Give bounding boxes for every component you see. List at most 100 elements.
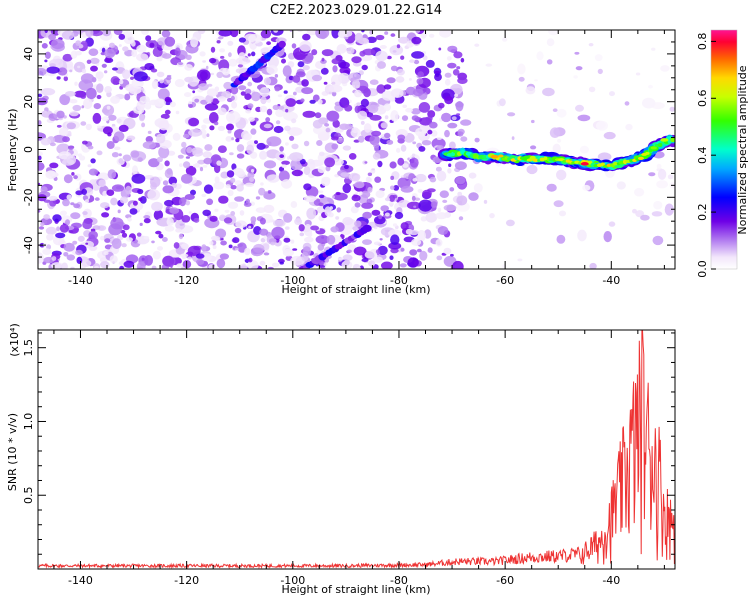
noise-blob (443, 247, 452, 255)
noise-blob (389, 45, 404, 56)
colorbar-tick-label: 0.6 (696, 90, 709, 108)
noise-blob (259, 105, 268, 113)
noise-blob (116, 118, 122, 124)
noise-blob (96, 125, 102, 129)
noise-blob (407, 257, 419, 268)
noise-blob (204, 144, 213, 151)
noise-blob (136, 53, 149, 62)
noise-blob (217, 125, 225, 131)
noise-blob (164, 225, 175, 232)
noise-blob (417, 188, 423, 193)
noise-blob (328, 84, 343, 93)
noise-blob (390, 65, 398, 72)
spectrogram-panel: -140 -120 -100 -80 -60 -40 -40 -20 0 20 40 Height … (6, 29, 676, 296)
noise-blob (58, 127, 69, 136)
noise-blob (274, 74, 279, 78)
noise-blob (371, 168, 376, 171)
noise-blob (191, 147, 203, 154)
noise-blob (166, 168, 173, 175)
noise-blob (38, 209, 41, 213)
noise-blob (156, 71, 165, 78)
noise-blob (166, 75, 172, 81)
noise-blob (136, 100, 146, 111)
noise-blob (82, 140, 88, 145)
noise-blob (485, 63, 493, 67)
noise-blob (139, 96, 150, 104)
noise-blob (425, 59, 435, 68)
noise-blob (56, 226, 61, 232)
noise-blob (273, 219, 286, 227)
noise-blob (642, 97, 656, 109)
noise-blob (302, 110, 316, 118)
noise-blob (106, 141, 115, 149)
noise-blob (378, 214, 383, 220)
noise-blob (63, 242, 75, 252)
noise-blob (227, 129, 232, 134)
noise-blob (201, 244, 207, 252)
noise-blob (311, 49, 318, 56)
noise-blob (198, 83, 209, 91)
noise-blob (317, 99, 323, 105)
noise-blob (411, 115, 419, 121)
ridge-peak (580, 162, 589, 166)
noise-blob (416, 248, 422, 253)
noise-blob (536, 51, 544, 61)
noise-blob (244, 93, 252, 100)
x-tick-label: -80 (390, 274, 408, 287)
noise-blob (277, 105, 285, 110)
noise-blob (335, 191, 341, 196)
noise-blob (144, 63, 155, 71)
snr-background (38, 330, 675, 569)
noise-blob (273, 125, 284, 134)
noise-blob (185, 156, 190, 159)
noise-blob (45, 170, 57, 180)
noise-blob (236, 153, 245, 159)
noise-blob (474, 137, 480, 143)
noise-blob (203, 184, 214, 194)
noise-blob (172, 132, 181, 141)
noise-blob (390, 110, 399, 122)
noise-blob (243, 133, 252, 141)
noise-blob (202, 151, 212, 158)
noise-blob (292, 75, 301, 83)
noise-blob (97, 78, 102, 82)
noise-blob (151, 265, 157, 269)
noise-blob (518, 76, 525, 82)
noise-blob (41, 43, 48, 49)
noise-blob (336, 44, 347, 54)
noise-blob (137, 188, 144, 195)
noise-blob (408, 229, 419, 236)
noise-blob (450, 253, 454, 257)
noise-blob (218, 195, 229, 204)
noise-blob (342, 254, 353, 261)
noise-blob (421, 140, 432, 146)
noise-blob (375, 106, 387, 115)
noise-blob (526, 164, 538, 175)
noise-blob (453, 51, 463, 59)
noise-blob (109, 42, 115, 49)
noise-blob (44, 59, 48, 63)
noise-blob (303, 166, 311, 176)
noise-blob (312, 119, 323, 129)
noise-blob (174, 47, 181, 57)
noise-blob (373, 241, 381, 246)
noise-blob (254, 140, 258, 145)
noise-blob (351, 194, 361, 202)
noise-blob (324, 123, 330, 127)
noise-blob (123, 260, 135, 268)
noise-blob (126, 237, 133, 242)
noise-blob (438, 102, 445, 109)
noise-blob (287, 127, 303, 136)
noise-blob (577, 229, 587, 242)
noise-blob (234, 247, 239, 251)
noise-blob (302, 246, 311, 257)
noise-blob (98, 179, 106, 187)
noise-blob (220, 240, 227, 246)
snr-y-tick-label: 0.5 (22, 486, 35, 504)
noise-blob (396, 68, 405, 76)
noise-blob (173, 242, 180, 249)
noise-blob (255, 196, 261, 200)
noise-blob (354, 192, 359, 195)
noise-blob (436, 170, 447, 182)
noise-blob (411, 195, 416, 201)
